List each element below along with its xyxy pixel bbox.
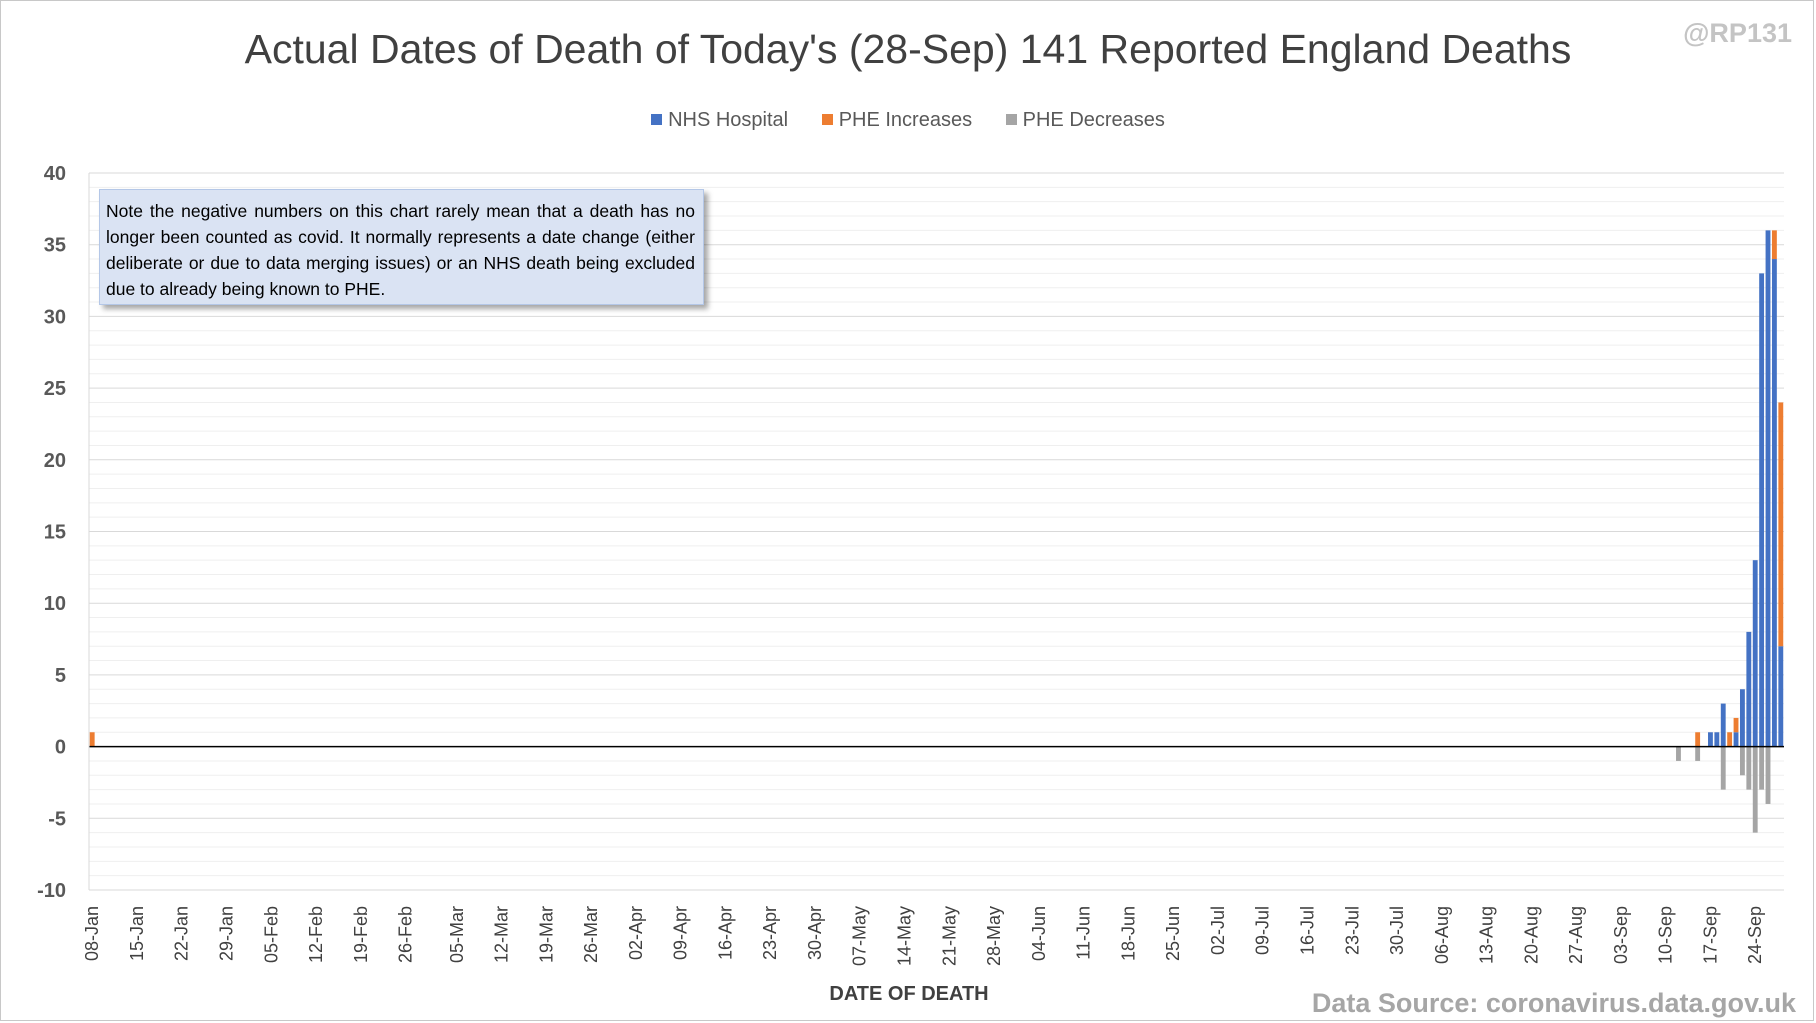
bar-phe-decreases [1739, 746, 1745, 776]
bar-nhs-hospital [1708, 732, 1713, 747]
x-tick-label: 07-May [850, 906, 870, 966]
x-tick-label: 12-Feb [306, 906, 326, 963]
x-tick-label: 20-Aug [1521, 906, 1541, 964]
x-tick-label: 12-Mar [492, 906, 512, 963]
bar-nhs-hospital [1739, 689, 1745, 747]
x-tick-label: 25-Jun [1163, 906, 1183, 961]
x-tick-label: 27-Aug [1566, 906, 1586, 964]
bar-phe-increases [1727, 732, 1733, 747]
legend-swatch-phe-decreases [1005, 114, 1017, 125]
legend-swatch-phe-increases [821, 114, 833, 125]
x-tick-label: 10-Sep [1656, 906, 1676, 964]
legend-item-phe-increases: PHE Increases [821, 109, 973, 132]
x-tick-label: 04-Jun [1029, 906, 1049, 961]
x-tick-label: 16-Apr [715, 906, 735, 960]
bar-phe-decreases [1676, 746, 1681, 761]
x-tick-label: 13-Aug [1477, 906, 1497, 964]
author-handle: @RP131 [1683, 18, 1792, 48]
x-tick-label: 26-Mar [581, 906, 601, 963]
x-tick-label: 02-Apr [626, 906, 646, 960]
gridlines [89, 172, 1784, 891]
bar-nhs-hospital [1746, 631, 1752, 747]
bar-phe-increases [1695, 732, 1701, 747]
x-tick-label: 05-Mar [447, 906, 467, 963]
y-tick-label: 20 [44, 450, 66, 472]
bar-phe-decreases [1695, 746, 1701, 761]
y-tick-label: 40 [44, 163, 66, 185]
x-tick-label: 03-Sep [1611, 906, 1631, 964]
bar-nhs-hospital [1733, 732, 1739, 747]
x-tick-label: 29-Jan [217, 906, 237, 961]
bar-nhs-hospital [1759, 273, 1765, 747]
x-tick-label: 15-Jan [127, 906, 147, 961]
y-tick-label: -5 [48, 808, 66, 830]
x-tick-label: 30-Jul [1387, 906, 1407, 955]
x-tick-label: 17-Sep [1700, 906, 1720, 964]
bar-nhs-hospital [1720, 703, 1726, 747]
bar-phe-increases [1771, 230, 1777, 260]
legend-label-phe-decreases: PHE Decreases [1022, 109, 1165, 131]
x-tick-label: 09-Apr [671, 906, 691, 960]
y-tick-label: 0 [55, 737, 66, 759]
bar-phe-increases [1778, 402, 1784, 647]
y-tick-label: 10 [44, 593, 66, 615]
x-tick-label: 09-Jul [1253, 906, 1273, 955]
x-tick-label: 21-May [939, 906, 959, 966]
x-tick-label: 14-May [895, 906, 915, 966]
chart-title: Actual Dates of Death of Today's (28-Sep… [244, 26, 1572, 72]
bar-nhs-hospital [1771, 259, 1777, 747]
x-axis-ticks: 08-Jan 15-Jan 22-Jan 29-Jan 05-Feb 12-Feb 19-F… [82, 906, 1765, 966]
bars [89, 230, 1784, 833]
bar-phe-decreases [1720, 746, 1726, 790]
x-axis-label: DATE OF DEATH [829, 983, 988, 1005]
bar-nhs-hospital [1778, 646, 1784, 747]
x-tick-label: 18-Jun [1118, 906, 1138, 961]
x-tick-label: 06-Aug [1432, 906, 1452, 964]
chart-legend: NHS Hospital PHE Increases PHE Decreases [0, 109, 1816, 132]
bar-phe-increases [89, 732, 95, 747]
data-source: Data Source: coronavirus.data.gov.uk [1311, 988, 1796, 1018]
y-axis-ticks: 40 35 30 25 20 15 10 5 0 -5 -10 [37, 163, 66, 902]
annotation-note: Note the negative numbers on this chart … [99, 189, 704, 305]
bar-phe-decreases [1752, 746, 1758, 833]
x-tick-label: 30-Apr [805, 906, 825, 960]
x-tick-label: 23-Jul [1342, 906, 1362, 955]
x-tick-label: 22-Jan [172, 906, 192, 961]
bar-phe-decreases [1765, 746, 1771, 804]
y-tick-label: 25 [44, 378, 66, 400]
bar-phe-increases [1733, 717, 1739, 733]
x-tick-label: 19-Feb [351, 906, 371, 963]
x-tick-label: 05-Feb [261, 906, 281, 963]
bar-nhs-hospital [1752, 560, 1758, 747]
legend-item-nhs-hospital: NHS Hospital [651, 109, 788, 132]
y-tick-label: 5 [55, 665, 66, 687]
legend-label-nhs-hospital: NHS Hospital [668, 109, 789, 131]
x-tick-label: 24-Sep [1745, 906, 1765, 964]
x-tick-label: 28-May [984, 906, 1004, 966]
x-tick-label: 08-Jan [82, 906, 102, 961]
bar-nhs-hospital [1714, 732, 1720, 747]
y-tick-label: 35 [44, 235, 66, 257]
x-tick-label: 19-Mar [536, 906, 556, 963]
legend-swatch-nhs-hospital [651, 114, 663, 125]
x-tick-label: 16-Jul [1297, 906, 1317, 955]
legend-item-phe-decreases: PHE Decreases [1005, 109, 1165, 132]
x-tick-label: 11-Jun [1074, 906, 1094, 960]
bar-phe-decreases [1759, 746, 1765, 790]
x-tick-label: 23-Apr [760, 906, 780, 960]
axes [88, 173, 1784, 890]
bar-nhs-hospital [1765, 230, 1771, 747]
x-tick-label: 26-Feb [396, 906, 416, 963]
y-tick-label: 30 [44, 306, 66, 328]
y-tick-label: 15 [44, 522, 66, 544]
x-tick-label: 02-Jul [1208, 906, 1228, 955]
legend-label-phe-increases: PHE Increases [838, 109, 973, 131]
bar-phe-decreases [1746, 746, 1752, 790]
y-tick-label: -10 [37, 880, 66, 902]
